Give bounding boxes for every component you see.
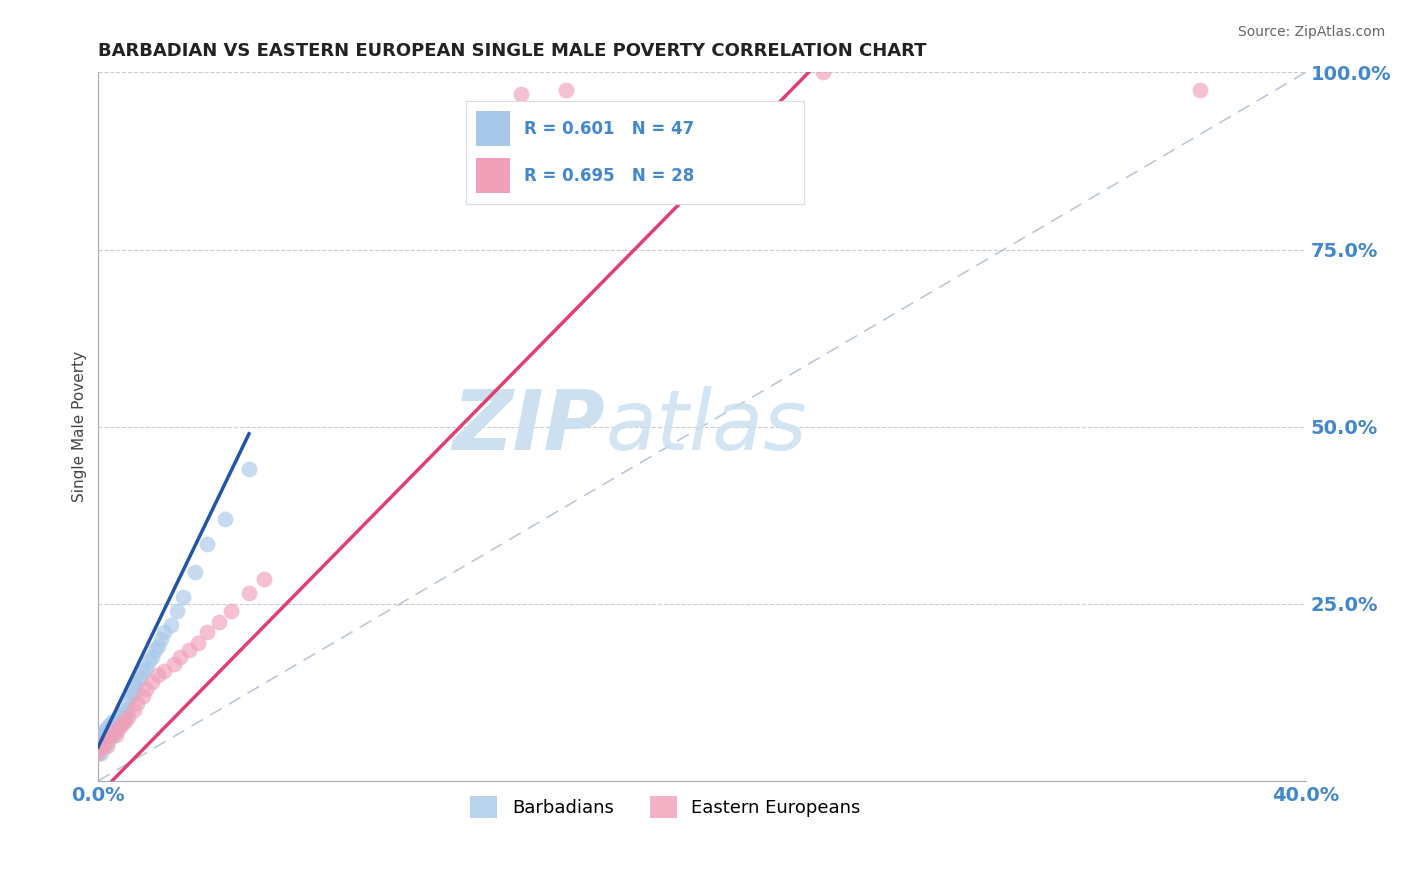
Point xyxy=(90,735,112,749)
Point xyxy=(811,65,834,79)
Point xyxy=(90,739,112,753)
Point xyxy=(124,703,146,717)
Point xyxy=(105,717,128,731)
Point xyxy=(90,746,112,760)
Point xyxy=(117,710,139,724)
Point xyxy=(253,572,276,586)
Point xyxy=(93,739,115,753)
Point xyxy=(90,728,112,742)
Point xyxy=(98,717,121,731)
Point xyxy=(195,625,218,640)
Point xyxy=(124,678,146,692)
Point xyxy=(153,664,176,678)
Point xyxy=(101,724,124,739)
Point xyxy=(87,746,110,760)
Point xyxy=(1188,83,1211,97)
Text: atlas: atlas xyxy=(605,386,807,467)
Point xyxy=(87,739,110,753)
Point xyxy=(114,710,136,724)
Text: Source: ZipAtlas.com: Source: ZipAtlas.com xyxy=(1237,25,1385,39)
Point xyxy=(93,735,115,749)
Text: BARBADIAN VS EASTERN EUROPEAN SINGLE MALE POVERTY CORRELATION CHART: BARBADIAN VS EASTERN EUROPEAN SINGLE MAL… xyxy=(98,42,927,60)
Point xyxy=(111,717,134,731)
Point xyxy=(129,671,152,685)
Point xyxy=(124,685,146,699)
Point xyxy=(127,674,149,689)
Point xyxy=(114,703,136,717)
Point xyxy=(208,615,231,629)
Point xyxy=(135,660,157,674)
Point xyxy=(159,618,181,632)
Point xyxy=(117,692,139,706)
Point xyxy=(101,721,124,735)
Point xyxy=(195,536,218,550)
Point xyxy=(172,590,194,604)
Point xyxy=(101,728,124,742)
Point xyxy=(96,721,118,735)
Point xyxy=(117,703,139,717)
Point xyxy=(238,586,260,600)
Point xyxy=(108,717,131,731)
Point xyxy=(108,710,131,724)
Point xyxy=(214,512,236,526)
Point xyxy=(127,696,149,710)
Point xyxy=(135,681,157,696)
Point xyxy=(148,640,170,654)
Point xyxy=(509,87,531,101)
Point xyxy=(93,724,115,739)
Point xyxy=(111,706,134,721)
Point xyxy=(187,636,209,650)
Point xyxy=(145,643,167,657)
Point xyxy=(98,731,121,746)
Point xyxy=(138,654,160,668)
Point xyxy=(108,721,131,735)
Point xyxy=(169,650,191,665)
Point xyxy=(111,714,134,728)
Point xyxy=(177,643,200,657)
Point xyxy=(132,664,155,678)
Point xyxy=(141,650,163,665)
Point xyxy=(114,714,136,728)
Point xyxy=(101,714,124,728)
Legend: Barbadians, Eastern Europeans: Barbadians, Eastern Europeans xyxy=(463,789,868,825)
Y-axis label: Single Male Poverty: Single Male Poverty xyxy=(72,351,87,502)
Point xyxy=(153,625,176,640)
Point xyxy=(120,689,142,703)
Point xyxy=(96,728,118,742)
Point xyxy=(238,462,260,476)
Point xyxy=(148,667,170,681)
Point xyxy=(183,565,205,579)
Point xyxy=(96,739,118,753)
Point xyxy=(132,689,155,703)
Text: ZIP: ZIP xyxy=(453,386,605,467)
Point xyxy=(555,83,578,97)
Point xyxy=(162,657,184,671)
Point xyxy=(87,746,110,760)
Point xyxy=(98,728,121,742)
Point xyxy=(141,674,163,689)
Point xyxy=(166,604,188,618)
Point xyxy=(98,724,121,739)
Point xyxy=(105,728,128,742)
Point xyxy=(105,724,128,739)
Point xyxy=(150,632,173,647)
Point xyxy=(219,604,242,618)
Point xyxy=(93,731,115,746)
Point xyxy=(96,735,118,749)
